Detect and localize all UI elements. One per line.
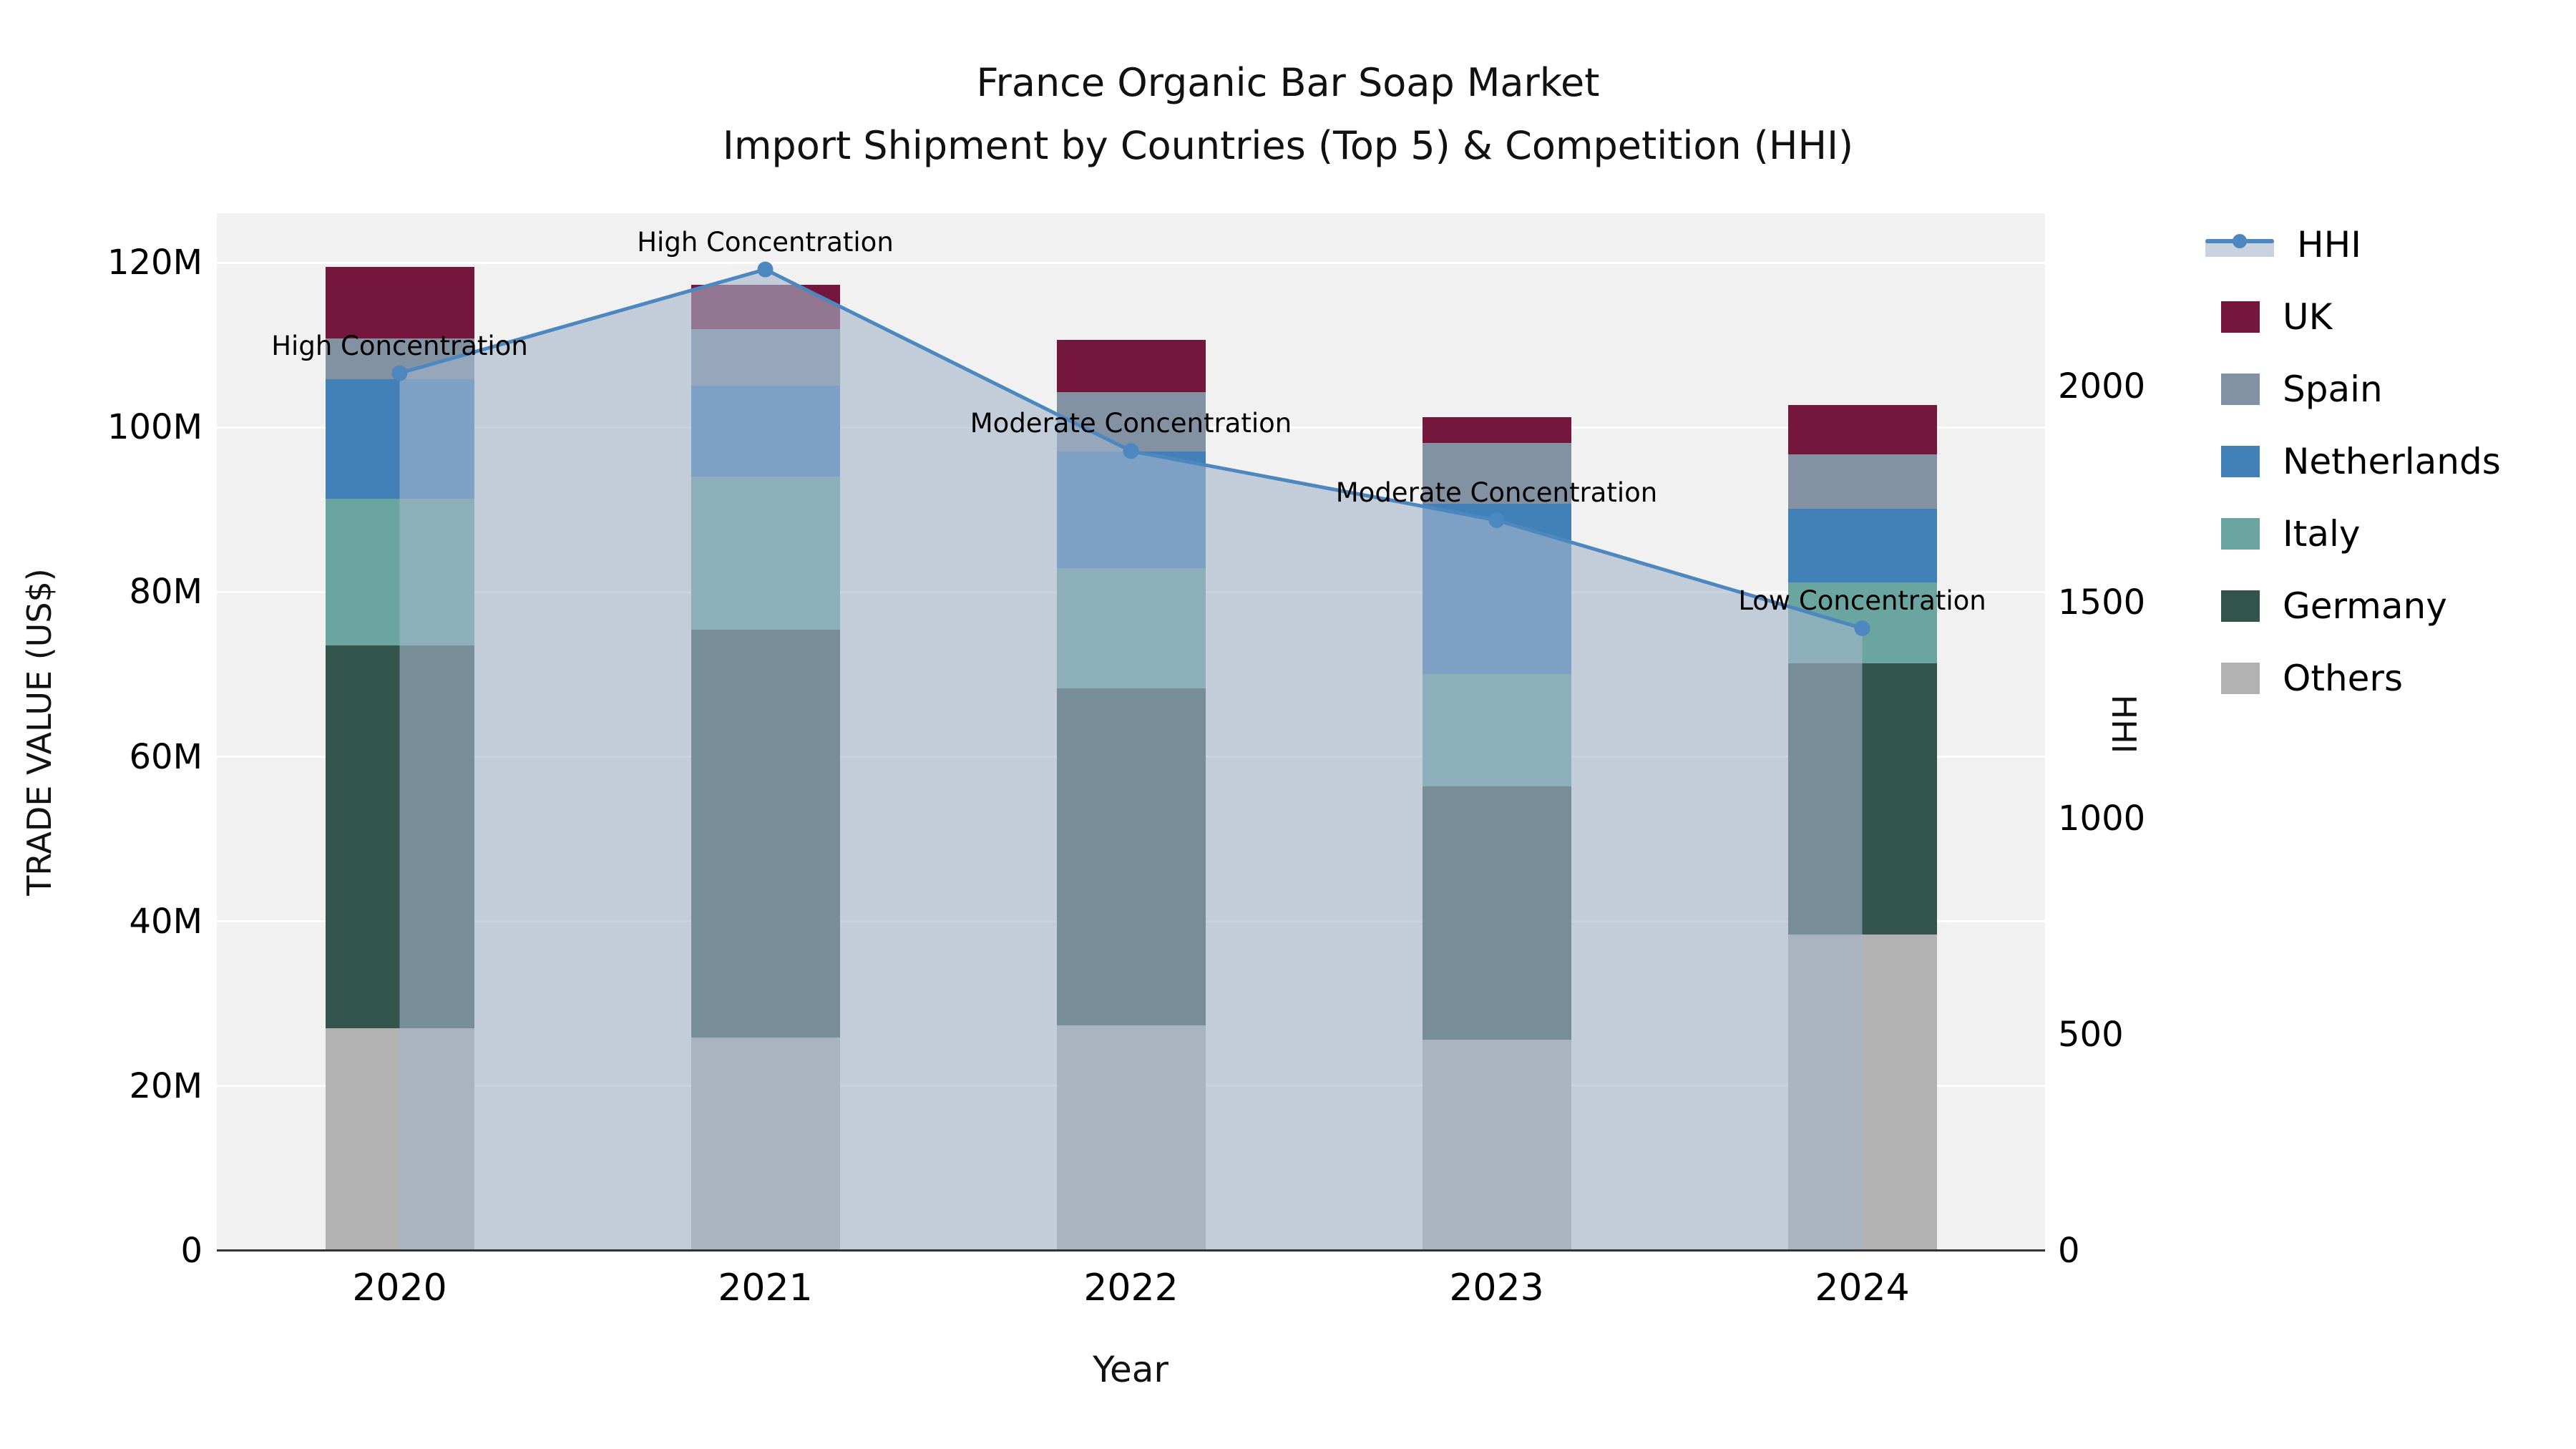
tick-label-right: 0 [2058, 1231, 2080, 1271]
tick-label-right: 1500 [2058, 582, 2146, 623]
hhi-marker [391, 365, 408, 381]
legend-label: Spain [2283, 369, 2383, 410]
x-axis-title: Year [1093, 1349, 1169, 1390]
legend-swatch [2221, 301, 2260, 333]
y-axis-title-right: HHI [2104, 694, 2143, 754]
grid-line [217, 261, 2045, 264]
annotation-2021: High Concentration [637, 226, 894, 258]
legend-area-band [2205, 241, 2274, 257]
legend-swatch [2221, 446, 2260, 477]
legend-line-swatch [2205, 229, 2274, 260]
legend-item-hhi: HHI [2205, 223, 2361, 266]
tick-label-left: 80M [129, 572, 203, 613]
x-tick-label: 2023 [1449, 1267, 1544, 1309]
bar-segment-uk [1056, 340, 1206, 392]
legend-item-uk: UK [2205, 296, 2332, 338]
legend-label: Netherlands [2283, 441, 2501, 482]
annotation-2023: Moderate Concentration [1335, 477, 1658, 508]
annotation-2024: Low Concentration [1738, 585, 1986, 616]
chart-title-block: France Organic Bar Soap Market Import Sh… [0, 52, 2576, 177]
legend-label: Italy [2283, 513, 2361, 555]
bar-segment-uk [1422, 417, 1571, 444]
hhi-area [399, 269, 1863, 1251]
x-tick-label: 2021 [718, 1267, 813, 1309]
legend-item-others: Others [2205, 657, 2403, 700]
page-subtitle: Import Shipment by Countries (Top 5) & C… [722, 123, 1854, 168]
legend-swatch [2221, 663, 2260, 694]
tick-label-left: 20M [129, 1065, 203, 1106]
tick-label-left: 120M [107, 243, 203, 283]
annotation-2022: Moderate Concentration [970, 408, 1292, 439]
hhi-marker [1854, 620, 1870, 636]
legend-marker-icon [2233, 234, 2247, 248]
hhi-marker [757, 261, 774, 278]
tick-label-left: 100M [107, 407, 203, 448]
hhi-marker [1488, 512, 1505, 528]
legend-swatch [2221, 518, 2260, 550]
x-tick-label: 2022 [1083, 1267, 1179, 1309]
tick-label-right: 500 [2058, 1014, 2124, 1055]
plot-area: 0 20M 40M 60M 80M 100M 120M 0 500 1000 1500 2000 202… [107, 213, 2145, 1309]
x-axis-line [217, 1249, 2045, 1252]
x-tick-label: 2020 [352, 1267, 447, 1309]
legend-label: Germany [2283, 585, 2447, 627]
legend-label: Others [2283, 658, 2404, 699]
bar-segment-uk [1787, 405, 1937, 455]
legend-swatch [2221, 590, 2260, 622]
annotation-2020: High Concentration [271, 330, 528, 361]
legend-label: HHI [2297, 224, 2361, 265]
bar-segment-netherlands [1787, 509, 1937, 582]
tick-label-right: 2000 [2058, 366, 2146, 406]
hhi-overlay [391, 261, 1870, 1251]
bar-segment-uk [325, 266, 474, 338]
tick-label-left: 0 [180, 1231, 203, 1271]
page-title: France Organic Bar Soap Market [976, 60, 1600, 105]
bar-segment-spain [1787, 454, 1937, 509]
y-axis-title-left: TRADE VALUE (US$) [20, 568, 59, 896]
tick-label-left: 40M [129, 901, 203, 942]
x-tick-label: 2024 [1815, 1267, 1910, 1309]
legend-item-spain: Spain [2205, 368, 2383, 411]
tick-label-right: 1000 [2058, 798, 2146, 839]
hhi-marker [1123, 443, 1139, 459]
legend-item-netherlands: Netherlands [2205, 440, 2501, 483]
legend-item-germany: Germany [2205, 585, 2447, 628]
legend-swatch [2221, 374, 2260, 405]
legend-label: UK [2283, 296, 2333, 338]
bar-segment-spain [1422, 443, 1571, 504]
legend-item-italy: Italy [2205, 512, 2360, 555]
tick-label-left: 60M [129, 736, 203, 777]
